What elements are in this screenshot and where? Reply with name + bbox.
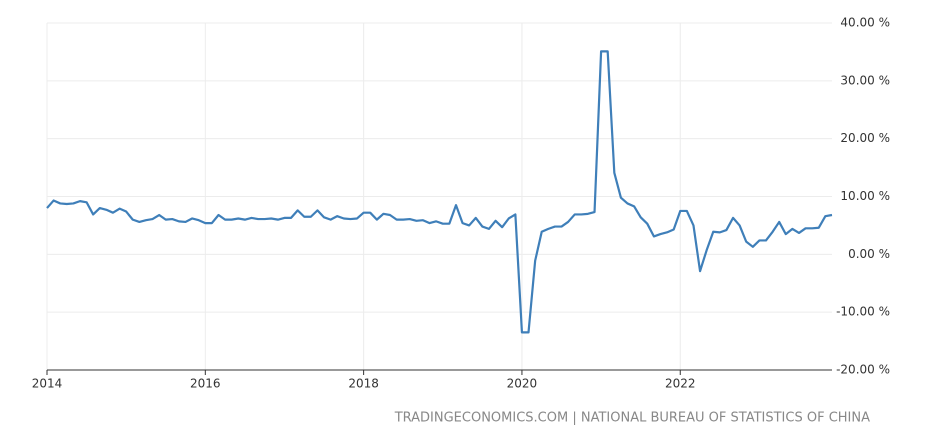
y-tick-label: -10.00 % — [836, 305, 890, 319]
data-line — [46, 50, 833, 334]
x-tick-label: 2014 — [32, 377, 63, 391]
x-tick-label: 2016 — [190, 377, 221, 391]
y-tick-label: -20.00 % — [836, 363, 890, 377]
y-tick-label: 20.00 % — [840, 131, 890, 145]
x-tick-label: 2022 — [665, 377, 696, 391]
x-tick-label: 2020 — [507, 377, 538, 391]
y-tick-label: 10.00 % — [840, 189, 890, 203]
y-tick-label: 40.00 % — [840, 16, 890, 30]
y-tick-label: 30.00 % — [840, 73, 890, 87]
y-tick-label: 0.00 % — [848, 247, 890, 261]
source: TRADINGECONOMICS.COM | NATIONAL BUREAU O… — [394, 411, 870, 426]
x-tick-label: 2018 — [348, 377, 379, 391]
